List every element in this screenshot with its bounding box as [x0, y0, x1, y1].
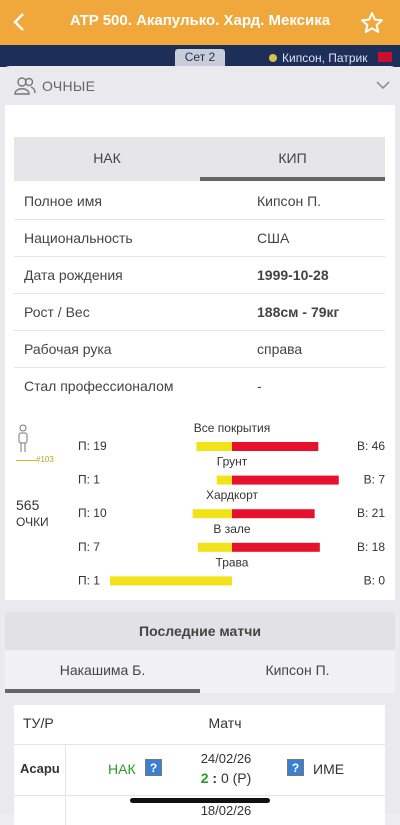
- separator: [14, 219, 385, 220]
- wins-label: П: 7: [78, 540, 100, 554]
- home-indicator: [130, 798, 270, 803]
- surface-name: Хардкорт: [206, 488, 259, 502]
- flag: [378, 52, 392, 62]
- points: 565: [16, 497, 40, 513]
- surface-stats: Все покрытия П: 19 В: 46 Грунт П: 1 В: 7 Хардк…: [78, 421, 386, 587]
- tab[interactable]: НАК: [93, 150, 121, 166]
- collapse-chevron[interactable]: [376, 80, 390, 90]
- tab[interactable]: Кипсон П.: [265, 662, 330, 678]
- info-value: -: [257, 378, 262, 394]
- section-icon: [14, 77, 36, 95]
- player-tabs: НАК КИП: [14, 137, 385, 181]
- score: 2 : 0 (Р): [176, 770, 276, 786]
- surface-name: Все покрытия: [194, 421, 270, 435]
- player-icon: [18, 424, 28, 452]
- losses-bar: [232, 442, 319, 451]
- losses-label: В: 0: [364, 573, 386, 587]
- score-sep: :: [212, 770, 218, 786]
- player2: ИМЕ: [313, 761, 345, 777]
- info-value: США: [257, 230, 290, 246]
- header-bar: ATP 500. Акапулько. Хард. Мексика: [0, 0, 400, 45]
- losses-bar: [232, 509, 315, 519]
- header-title: ATP 500. Акапулько. Хард. Мексика: [69, 12, 331, 29]
- matches-table: ТУ/Р Матч Acapu НАК ? 24/02/26 2 : 0 (Р)…: [14, 705, 385, 825]
- losses-bar: [232, 475, 339, 485]
- info-value: справа: [257, 341, 303, 357]
- serve-dot: [269, 54, 277, 62]
- score-left: 2: [200, 770, 209, 786]
- recent-tabs: Накашима Б. Кипсон П.: [5, 650, 395, 693]
- separator: [14, 330, 385, 331]
- column-header: ТУ/Р: [23, 715, 54, 731]
- losses-label: В: 18: [357, 540, 385, 554]
- info-icon[interactable]: ?: [145, 759, 162, 776]
- surface-name: В зале: [213, 522, 251, 536]
- wins-label: П: 19: [78, 439, 107, 453]
- tab[interactable]: КИП: [278, 150, 307, 166]
- tab-indicator: [200, 177, 385, 181]
- info-label: Стал профессионалом: [24, 378, 174, 394]
- wins-label: П: 10: [78, 506, 107, 520]
- wins-bar: [192, 509, 232, 519]
- favorite-star[interactable]: [360, 11, 384, 35]
- tab-indicator: [5, 689, 200, 693]
- surface-name: Грунт: [217, 455, 248, 469]
- info-label: Рабочая рука: [24, 341, 112, 357]
- info-label: Дата рождения: [24, 267, 123, 283]
- info-label: Полное имя: [24, 193, 102, 209]
- set-label: Сет 2: [175, 49, 225, 66]
- separator: [14, 744, 385, 745]
- wins-bar: [216, 475, 232, 485]
- separator: [14, 256, 385, 257]
- rank: #103: [36, 455, 54, 464]
- points-label: ОЧКИ: [16, 515, 49, 529]
- score-right: 0 (Р): [220, 770, 252, 786]
- match-date: 24/02/26: [200, 751, 252, 766]
- info-label: Рост / Вес: [24, 304, 90, 320]
- wins-bar: [110, 576, 232, 586]
- rank-line: [16, 460, 36, 461]
- separator: [14, 293, 385, 294]
- separator: [14, 367, 385, 368]
- info-label: Национальность: [24, 230, 133, 246]
- back-button[interactable]: [12, 12, 26, 32]
- match-date: 18/02/26: [200, 803, 252, 818]
- surface-name: Трава: [216, 555, 249, 569]
- losses-label: В: 21: [357, 506, 385, 520]
- section-title[interactable]: ОЧНЫЕ: [42, 78, 96, 94]
- losses-label: В: 46: [357, 439, 385, 453]
- wins-bar: [196, 442, 232, 451]
- recent-title: Последние матчи: [5, 612, 395, 650]
- separator: [65, 745, 66, 825]
- wins-bar: [197, 542, 232, 552]
- player-name: Кипсон, Патрик: [282, 51, 368, 65]
- separator: [14, 795, 385, 796]
- player1: НАК: [108, 761, 136, 777]
- column-header: Матч: [208, 715, 242, 731]
- info-value: 188см - 79кг: [257, 304, 340, 320]
- wins-label: П: 1: [78, 573, 100, 587]
- info-value: 1999-10-28: [257, 267, 329, 283]
- losses-bar: [232, 542, 320, 552]
- wins-label: П: 1: [78, 473, 100, 487]
- tab[interactable]: Накашима Б.: [59, 662, 146, 678]
- info-value: Кипсон П.: [257, 193, 322, 209]
- losses-label: В: 7: [364, 473, 386, 487]
- tour: Acapu: [20, 761, 60, 776]
- info-icon[interactable]: ?: [287, 759, 304, 776]
